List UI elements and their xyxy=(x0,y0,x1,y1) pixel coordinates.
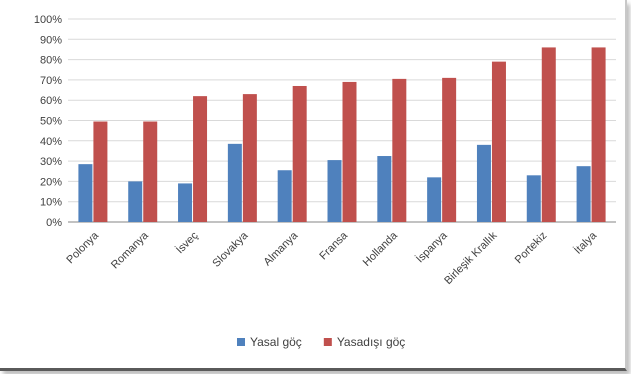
x-tick-label: Romanya xyxy=(109,229,151,271)
legend-label: Yasal göç xyxy=(250,335,302,349)
x-axis-ticks: Polonya Romanya İsveç Slovakya Almanya Fransa… xyxy=(64,228,599,287)
y-tick-label: 10% xyxy=(40,197,62,209)
bar-yasal xyxy=(178,183,193,222)
x-tick-label: Fransa xyxy=(317,229,350,262)
bar-yasadisi xyxy=(591,47,606,222)
x-tick-label: Birleşik Krallık xyxy=(442,229,500,287)
bar-yasadisi xyxy=(392,78,407,222)
y-tick-label: 90% xyxy=(40,34,62,46)
y-tick-label: 0% xyxy=(46,217,62,229)
y-tick-label: 40% xyxy=(40,136,62,148)
bar-yasadisi xyxy=(491,61,506,222)
bar-yasal xyxy=(277,170,292,222)
y-tick-label: 70% xyxy=(40,75,62,87)
x-tick-label: Polonya xyxy=(64,229,101,266)
bar-yasal xyxy=(227,143,242,222)
bar-yasal xyxy=(78,164,93,222)
bar-yasadisi xyxy=(541,47,556,222)
bar-yasadisi xyxy=(242,94,257,222)
y-tick-label: 100% xyxy=(34,14,62,26)
x-tick-label: Portekiz xyxy=(513,230,550,267)
bar-yasal xyxy=(377,156,392,222)
legend: Yasal göç Yasadışı göç xyxy=(237,335,405,349)
y-tick-label: 50% xyxy=(40,116,62,128)
legend-swatch xyxy=(323,338,332,346)
y-axis-ticks: 0% 10% 20% 30% 40% 50% 60% 70% 80% 90% 100% xyxy=(34,14,62,229)
bar-yasal xyxy=(576,166,591,222)
bar-yasadisi xyxy=(442,77,457,223)
x-tick-label: Almanya xyxy=(262,229,301,268)
bar-chart: 0% 10% 20% 30% 40% 50% 60% 70% 80% 90% 100% Polony… xyxy=(34,14,616,349)
bar-yasal xyxy=(476,144,491,222)
bar-yasadisi xyxy=(93,121,108,222)
bar-yasadisi xyxy=(342,81,357,223)
x-tick-label: Slovakya xyxy=(210,229,251,270)
bar-yasal xyxy=(427,177,442,222)
y-tick-label: 60% xyxy=(40,95,62,107)
x-tick-label: İsveç xyxy=(173,229,201,257)
bar-yasal xyxy=(526,175,541,222)
bars xyxy=(78,47,606,223)
bar-yasal xyxy=(128,181,143,222)
x-tick-label: İtalya xyxy=(571,228,599,256)
bar-yasal xyxy=(327,160,342,222)
bar-yasadisi xyxy=(292,85,307,223)
x-tick-label: İspanya xyxy=(413,228,450,265)
gridlines xyxy=(68,18,616,223)
bar-yasadisi xyxy=(143,121,158,222)
bar-yasadisi xyxy=(193,96,208,222)
y-tick-label: 30% xyxy=(40,156,62,168)
y-tick-label: 80% xyxy=(40,55,62,67)
legend-label: Yasadışı göç xyxy=(337,335,405,349)
y-tick-label: 20% xyxy=(40,176,62,188)
x-tick-label: Hollanda xyxy=(361,229,401,269)
legend-swatch xyxy=(237,338,245,346)
